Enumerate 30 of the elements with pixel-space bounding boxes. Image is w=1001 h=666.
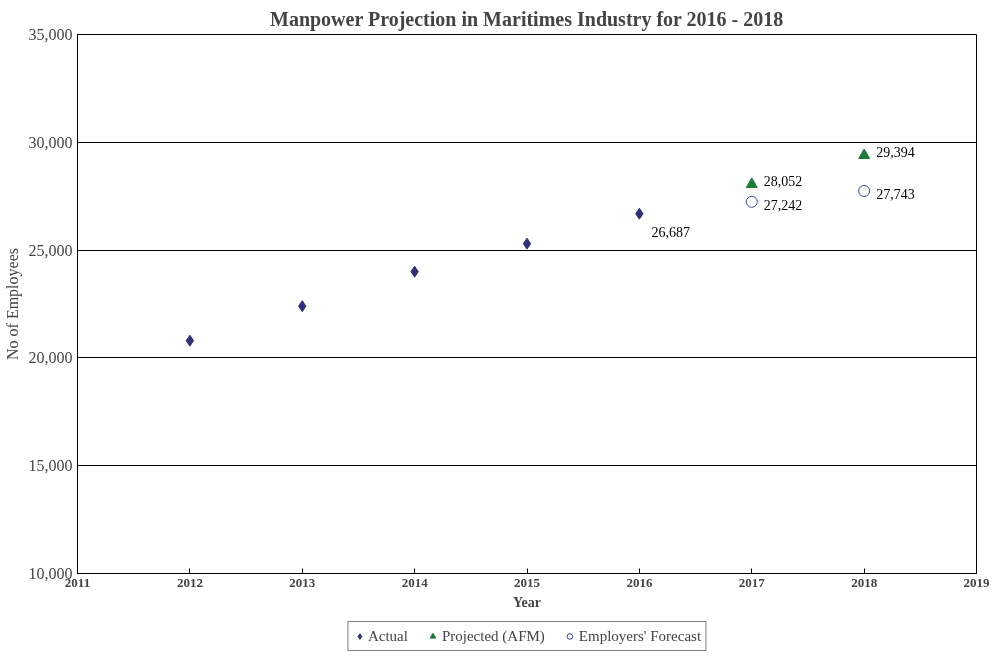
x-tick-label: 2013 <box>289 574 316 590</box>
x-axis-title: Year <box>513 594 542 610</box>
chart-title: Manpower Projection in Maritimes Industry for 2016 - 2018 <box>270 7 784 31</box>
x-tick-label: 2012 <box>176 574 203 590</box>
data-label: 27,242 <box>763 197 803 213</box>
x-tick-label: 2015 <box>514 574 541 590</box>
x-tick-label: 2019 <box>963 574 990 590</box>
y-axis-title: No of Employees <box>3 248 22 360</box>
legend-label: Projected (AFM) <box>441 627 545 645</box>
data-label: 26,687 <box>651 224 690 240</box>
x-tick-label: 2018 <box>851 574 878 590</box>
point <box>522 237 532 250</box>
y-tick-label: 25,000 <box>28 241 73 259</box>
x-tick-label: 2016 <box>626 574 653 590</box>
y-tick-label: 30,000 <box>28 133 73 151</box>
x-tick-label: 2014 <box>401 574 429 590</box>
y-tick-label: 20,000 <box>28 349 73 367</box>
point <box>185 334 195 347</box>
legend-label: Employers' Forecast <box>578 627 702 645</box>
point <box>858 184 871 197</box>
x-tick-label: 2017 <box>738 574 766 590</box>
y-tick-label: 15,000 <box>28 457 73 475</box>
point <box>858 148 871 160</box>
data-label: 29,394 <box>876 145 915 161</box>
point <box>745 177 758 188</box>
legend-label: Actual <box>367 627 408 645</box>
data-label: 27,743 <box>876 186 915 202</box>
y-tick-label: 35,000 <box>28 26 73 43</box>
point <box>745 195 758 208</box>
data-label: 28,052 <box>763 174 803 190</box>
